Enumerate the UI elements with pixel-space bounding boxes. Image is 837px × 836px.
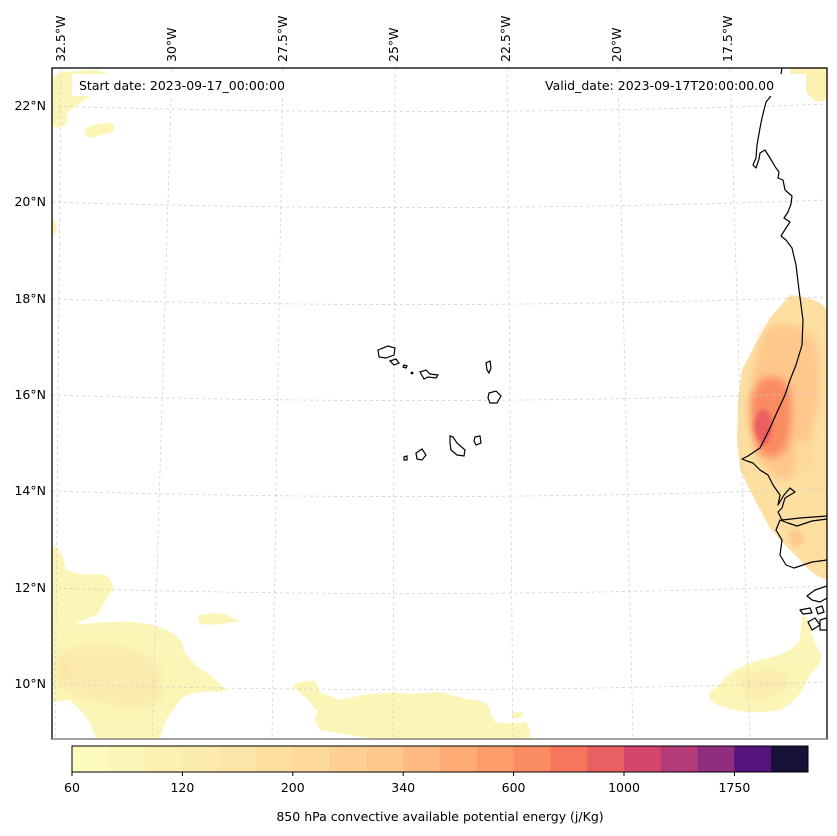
lon-tick-label: 25°W bbox=[386, 27, 401, 62]
ocean-background bbox=[52, 68, 827, 739]
colorbar-segment bbox=[697, 746, 735, 772]
map-area: Start date: 2023-09-17_00:00:00 Valid_da… bbox=[52, 68, 827, 739]
colorbar-segment bbox=[440, 746, 478, 772]
island-santo-antao bbox=[377, 345, 396, 359]
lon-tick-label: 30°W bbox=[164, 27, 179, 62]
colorbar-tick-label: 1000 bbox=[608, 780, 640, 795]
cape-region-mid bbox=[60, 645, 163, 709]
lon-gridline bbox=[392, 68, 396, 739]
colorbar-segment bbox=[72, 746, 110, 772]
colorbar-segment bbox=[403, 746, 441, 772]
west-africa-coastline bbox=[741, 68, 827, 631]
lat-gridline bbox=[52, 392, 827, 401]
lat-gridline bbox=[52, 585, 827, 594]
lat-gridline bbox=[52, 681, 827, 690]
lon-tick-label: 22.5°W bbox=[498, 16, 513, 62]
colorbar-segment bbox=[219, 746, 257, 772]
colorbar-segment bbox=[513, 746, 551, 772]
lon-tick-label: 20°W bbox=[609, 27, 624, 62]
colorbar-tick-label: 340 bbox=[391, 780, 415, 795]
island-boa-vista bbox=[487, 390, 502, 404]
island-santiago bbox=[449, 435, 466, 457]
colorbar-segment bbox=[550, 746, 588, 772]
colorbar-segment bbox=[476, 746, 515, 772]
cape-region-peak bbox=[754, 409, 772, 446]
lat-gridline bbox=[52, 199, 827, 208]
island-brava bbox=[403, 455, 408, 461]
colorbar-label: 850 hPa convective available potential e… bbox=[276, 809, 603, 824]
island-sao-vicente bbox=[388, 358, 400, 366]
cape-region-low bbox=[84, 123, 115, 138]
start-date-box bbox=[72, 74, 312, 96]
colorbar-tick-label: 200 bbox=[281, 780, 305, 795]
lon-gridline bbox=[151, 68, 173, 739]
colorbar-segment bbox=[108, 746, 147, 772]
colorbar: 60 120 200 340 600 1000 1750 850 hPa convectiv… bbox=[64, 745, 809, 824]
lat-tick-label: 18°N bbox=[14, 291, 46, 306]
latitude-tick-labels: 22°N 20°N 18°N 16°N 14°N 12°N 10°N bbox=[14, 98, 46, 691]
colorbar-tick-label: 120 bbox=[170, 780, 194, 795]
coastline-gambia-guinea-bissau bbox=[775, 518, 827, 631]
longitude-tick-labels: 32.5°W 30°W 27.5°W 25°W 22.5°W 20°W 17.5… bbox=[53, 16, 735, 62]
island-fogo bbox=[415, 448, 427, 461]
lon-gridline bbox=[271, 68, 284, 739]
colorbar-segment bbox=[292, 746, 331, 772]
lat-gridline bbox=[52, 296, 827, 305]
lon-tick-label: 27.5°W bbox=[275, 16, 290, 62]
lon-gridline bbox=[54, 68, 62, 739]
colorbar-segment bbox=[256, 746, 294, 772]
lat-tick-label: 12°N bbox=[14, 580, 46, 595]
colorbar-segment bbox=[587, 746, 625, 772]
cape-region-low bbox=[198, 613, 240, 625]
cape-region-low bbox=[512, 712, 522, 718]
lat-tick-label: 20°N bbox=[14, 194, 46, 209]
island-sao-nicolau bbox=[419, 369, 440, 380]
colorbar-tick-label: 600 bbox=[502, 780, 526, 795]
colorbar-frame bbox=[71, 745, 809, 773]
colorbar-segment bbox=[624, 746, 662, 772]
colorbar-segment bbox=[145, 746, 183, 772]
island-sal bbox=[485, 360, 492, 375]
lon-tick-label: 32.5°W bbox=[53, 16, 68, 62]
cape-region-low bbox=[292, 680, 531, 739]
lat-gridline bbox=[52, 103, 827, 112]
cabo-verde-islands bbox=[377, 345, 502, 461]
lon-gridline bbox=[506, 68, 514, 739]
valid-date-annotation: Valid_date: 2023-09-17T20:00:00.00 bbox=[545, 78, 774, 93]
lat-tick-label: 14°N bbox=[14, 483, 46, 498]
cape-region-mid bbox=[789, 529, 804, 547]
lat-tick-label: 22°N bbox=[14, 98, 46, 113]
lat-tick-label: 10°N bbox=[14, 676, 46, 691]
island-raso bbox=[410, 371, 414, 375]
colorbar-segment bbox=[366, 746, 404, 772]
valid-date-box bbox=[538, 74, 806, 96]
colorbar-segments bbox=[72, 746, 809, 772]
cape-region-low bbox=[52, 218, 57, 236]
lon-tick-label: 17.5°W bbox=[720, 16, 735, 62]
island-santa-luzia bbox=[402, 364, 408, 369]
lon-gridline bbox=[617, 68, 634, 739]
lat-gridline bbox=[52, 488, 827, 497]
cape-region-mid bbox=[56, 659, 72, 680]
island-maio bbox=[473, 435, 482, 446]
cape-region-low bbox=[709, 616, 821, 713]
cape-region-mid bbox=[795, 440, 815, 473]
lon-gridline bbox=[729, 68, 751, 739]
colorbar-segment bbox=[771, 746, 809, 772]
colorbar-segment bbox=[329, 746, 367, 772]
colorbar-segment bbox=[660, 746, 699, 772]
colorbar-ticks: 60 120 200 340 600 1000 1750 bbox=[64, 772, 750, 795]
gridlines bbox=[52, 68, 827, 739]
lat-tick-label: 16°N bbox=[14, 387, 46, 402]
cape-region-mid bbox=[740, 670, 790, 700]
colorbar-tick-label: 60 bbox=[64, 780, 80, 795]
start-date-annotation: Start date: 2023-09-17_00:00:00 bbox=[79, 78, 285, 93]
colorbar-segment bbox=[734, 746, 772, 772]
colorbar-tick-label: 1750 bbox=[718, 780, 750, 795]
colorbar-segment bbox=[182, 746, 220, 772]
cape-field bbox=[52, 68, 827, 739]
coastline-mauritania-senegal bbox=[741, 68, 827, 521]
